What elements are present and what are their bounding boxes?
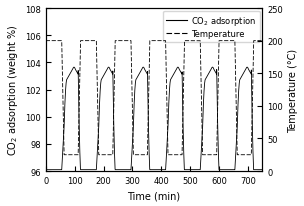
Y-axis label: Temperature (°C): Temperature (°C): [288, 48, 299, 132]
Legend: CO$_2$ adsorption, Temperature: CO$_2$ adsorption, Temperature: [163, 12, 260, 42]
Y-axis label: CO$_2$ adsorption (weight %): CO$_2$ adsorption (weight %): [5, 25, 19, 156]
X-axis label: Time (min): Time (min): [127, 191, 181, 200]
